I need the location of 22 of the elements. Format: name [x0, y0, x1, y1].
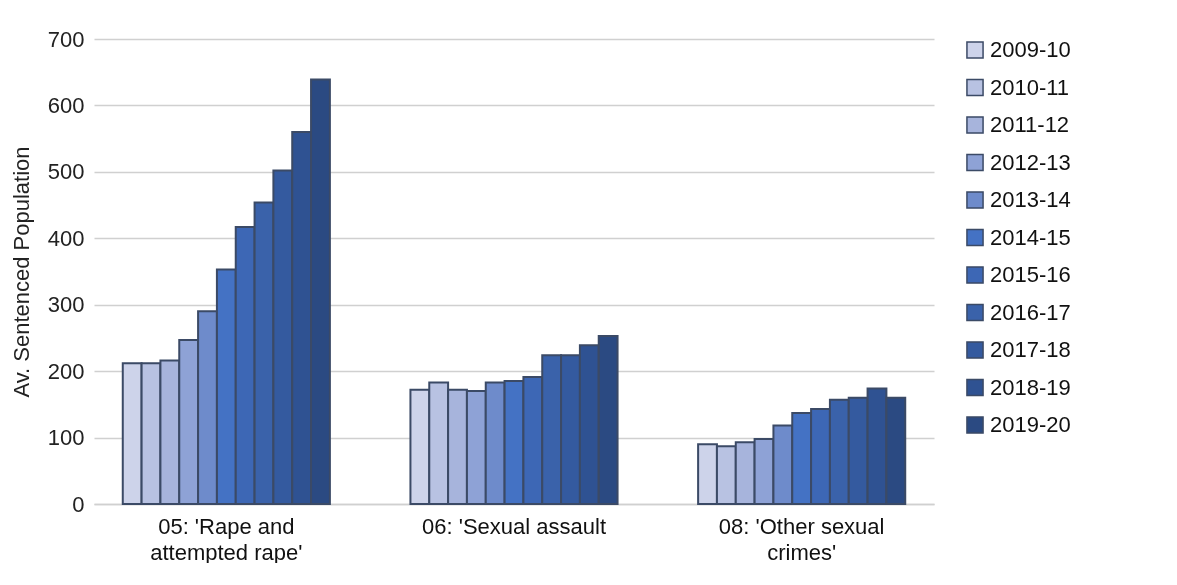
legend-label: 2019-20 — [990, 412, 1071, 437]
legend-label: 2018-19 — [990, 374, 1071, 400]
x-tick-label: 06: 'Sexual assault — [422, 513, 606, 539]
y-axis-title: Av. Sentenced Population — [8, 146, 34, 398]
legend-label: 2016-17 — [990, 299, 1071, 325]
legend-label: 2011-12 — [990, 112, 1070, 137]
legend-label: 2009-10 — [990, 37, 1071, 62]
y-tick-label: 600 — [47, 92, 85, 118]
y-tick-label: 400 — [47, 225, 85, 251]
legend-label: 2015-16 — [990, 262, 1071, 287]
legend-label: 2012-13 — [990, 149, 1071, 175]
x-tick-label: 08: 'Other sexual crimes' — [718, 513, 885, 565]
y-tick-label: 300 — [47, 292, 85, 318]
y-tick-label: 500 — [47, 159, 85, 185]
y-tick-label: 100 — [47, 425, 85, 451]
legend-label: 2014-15 — [990, 224, 1071, 250]
legend-label: 2013-14 — [990, 187, 1071, 212]
y-tick-label: 0 — [72, 491, 85, 517]
legend-label: 2010-11 — [990, 74, 1070, 100]
y-tick-label: 700 — [47, 26, 85, 52]
legend-label: 2017-18 — [990, 337, 1071, 362]
y-tick-label: 200 — [47, 358, 85, 384]
